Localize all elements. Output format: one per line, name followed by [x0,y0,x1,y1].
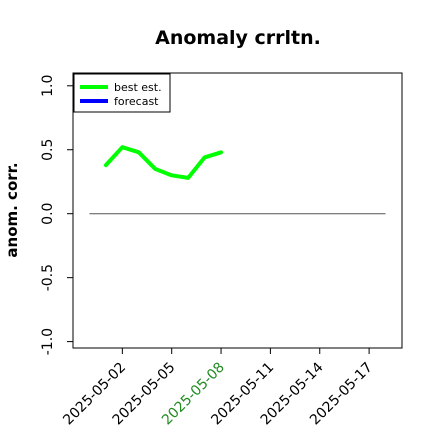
y-axis-label: anom. corr. [3,162,21,257]
y-tick-label: 0.5 [40,139,56,161]
legend-box [73,73,171,113]
y-tick-label: 1.0 [40,75,56,97]
legend-label-forecast: forecast [114,95,159,108]
y-axis: -1.0 -0.5 0.0 0.5 1.0 [40,75,73,355]
legend-label-best-est: best est. [114,81,162,94]
legend: best est. forecast [73,73,171,113]
series-layer [103,145,224,180]
chart-title: Anomaly crrltn. [155,27,321,49]
y-tick-label: -0.5 [40,264,56,291]
plot-frame [72,72,403,349]
x-axis: 2025-05-022025-05-052025-05-082025-05-11… [60,348,376,428]
y-tick-label: -1.0 [40,328,56,355]
series-line-best-est [103,145,224,180]
y-tick-label: 0.0 [40,203,56,225]
